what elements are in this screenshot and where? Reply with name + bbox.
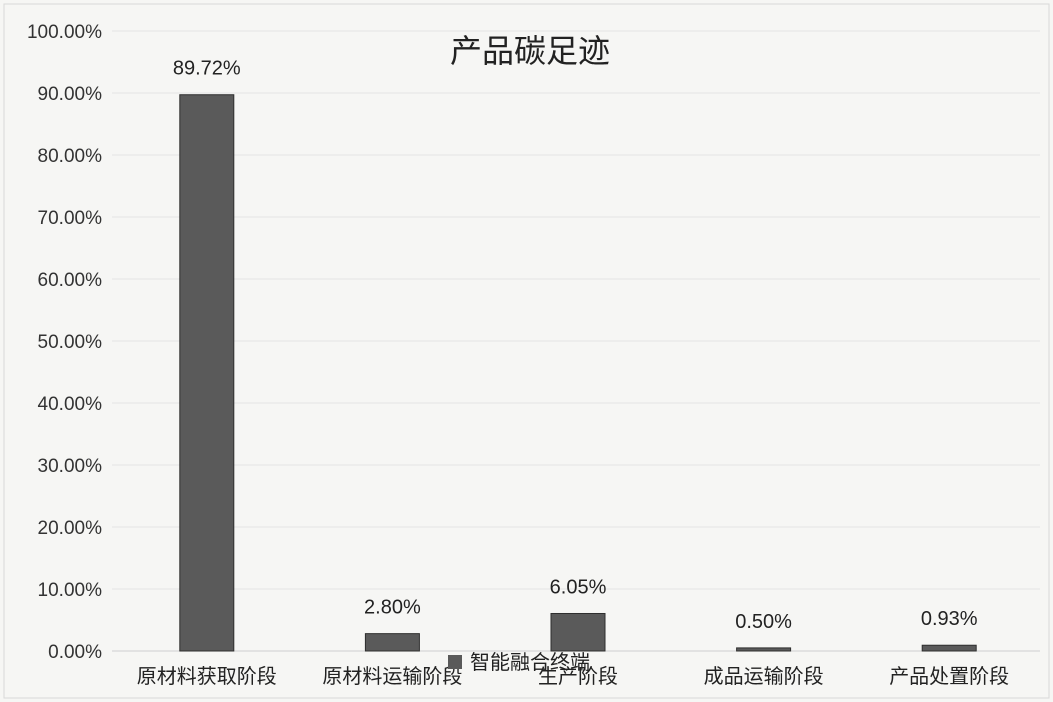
- bar: [550, 612, 606, 652]
- y-axis-tick-labels: 0.00% 10.00% 20.00% 30.00% 40.00% 50.00% 60.00…: [27, 22, 102, 663]
- bar: [736, 647, 792, 652]
- y-tick-label: 0.00%: [48, 642, 102, 663]
- bar: [179, 94, 235, 652]
- category-label: 原材料运输阶段: [322, 664, 462, 688]
- bar-series: [179, 94, 977, 652]
- legend-label: 智能融合终端: [470, 650, 590, 674]
- y-tick-label: 90.00%: [38, 84, 103, 105]
- chart-title: 产品碳足迹: [450, 32, 610, 70]
- category-label: 成品运输阶段: [704, 664, 824, 688]
- bar: [921, 644, 977, 652]
- data-labels: 89.72% 2.80% 6.05% 0.50% 0.93%: [173, 58, 978, 633]
- y-tick-label: 60.00%: [38, 270, 103, 291]
- gridlines: [112, 30, 1040, 590]
- y-tick-label: 10.00%: [38, 580, 103, 601]
- y-tick-label: 30.00%: [38, 456, 103, 477]
- y-tick-label: 50.00%: [38, 332, 103, 353]
- y-tick-label: 40.00%: [38, 394, 103, 415]
- data-label: 6.05%: [550, 576, 607, 598]
- y-tick-label: 80.00%: [38, 146, 103, 167]
- data-label: 89.72%: [173, 58, 241, 80]
- y-tick-label: 70.00%: [38, 208, 103, 229]
- data-label: 2.80%: [364, 597, 421, 619]
- legend-swatch: [448, 655, 462, 669]
- legend: 智能融合终端: [448, 650, 590, 674]
- bar: [364, 633, 420, 652]
- data-label: 0.93%: [921, 608, 978, 630]
- category-label: 原材料获取阶段: [137, 664, 277, 688]
- category-label: 产品处置阶段: [889, 664, 1009, 688]
- y-tick-label: 20.00%: [38, 518, 103, 539]
- chart-border: [3, 3, 1050, 699]
- x-axis-category-labels: 原材料获取阶段 原材料运输阶段 生产阶段 成品运输阶段 产品处置阶段: [137, 664, 1009, 688]
- category-label: 生产阶段: [538, 664, 618, 688]
- y-tick-label: 100.00%: [27, 22, 102, 43]
- data-label: 0.50%: [735, 611, 792, 633]
